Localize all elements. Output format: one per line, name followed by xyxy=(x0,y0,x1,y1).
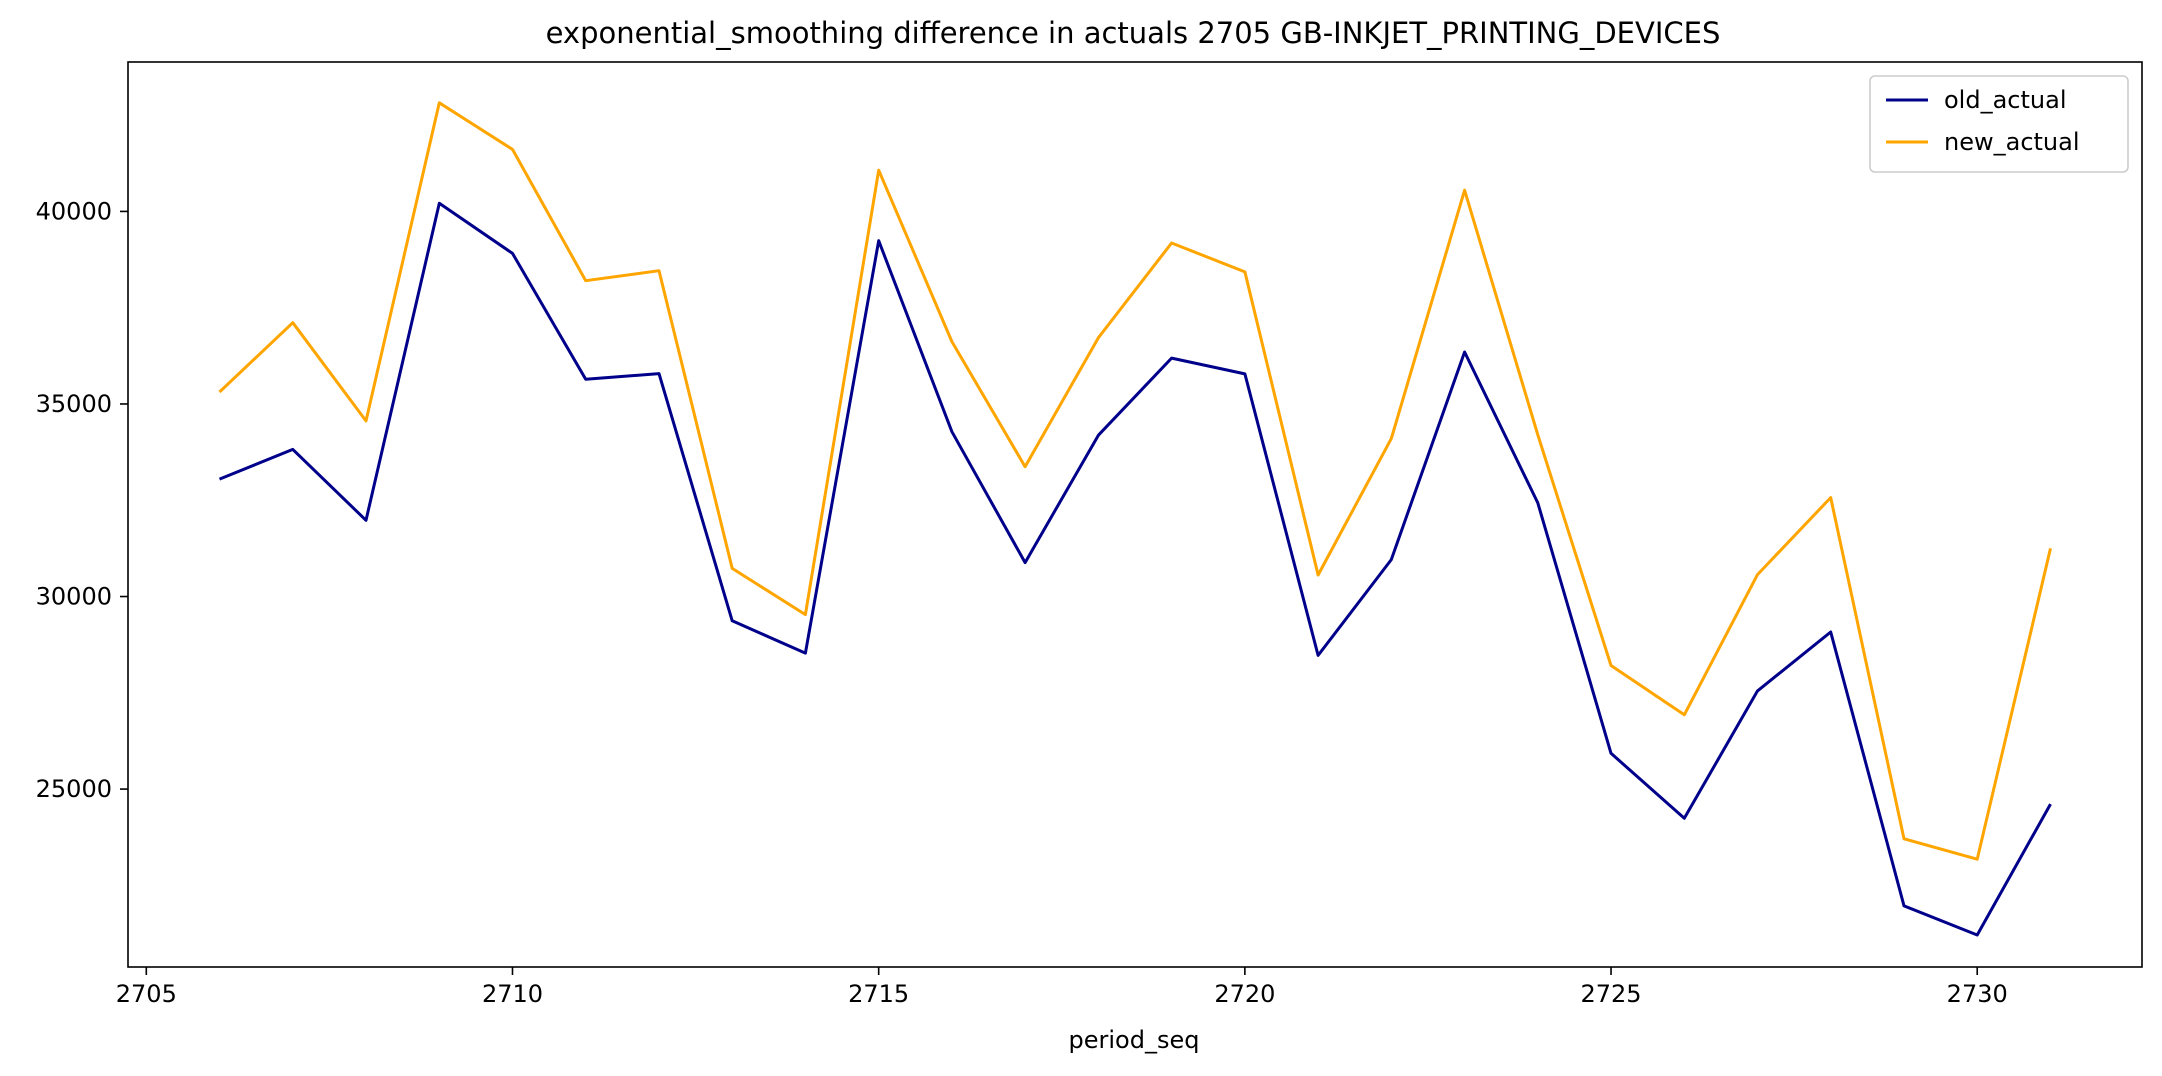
legend-box xyxy=(1869,75,2129,173)
x-tick-label: 2710 xyxy=(482,980,543,1008)
chart-title: exponential_smoothing difference in actu… xyxy=(546,16,1721,50)
y-axis: 25000 30000 35000 40000 xyxy=(36,197,128,803)
x-tick-label: 2705 xyxy=(116,980,177,1008)
y-tick-label: 40000 xyxy=(36,197,112,225)
x-tick-label: 2720 xyxy=(1214,980,1275,1008)
x-tick-label: 2730 xyxy=(1947,980,2008,1008)
y-tick-label: 25000 xyxy=(36,775,112,803)
plot-area xyxy=(218,101,2052,937)
plot-frame xyxy=(127,61,2143,968)
legend-label: old_actual xyxy=(1944,86,2066,114)
series-line-new_actual xyxy=(218,101,2052,861)
x-axis: 2705 2710 2715 2720 2725 2730 xyxy=(116,967,2008,1008)
x-tick-label: 2725 xyxy=(1580,980,1641,1008)
x-tick-label: 2715 xyxy=(848,980,909,1008)
legend-label: new_actual xyxy=(1944,128,2080,156)
y-tick-label: 30000 xyxy=(36,583,112,611)
series-line-old_actual xyxy=(218,201,2052,937)
x-axis-label: period_seq xyxy=(1069,1026,1200,1054)
legend: old_actual new_actual xyxy=(1869,75,2129,173)
y-tick-label: 35000 xyxy=(36,390,112,418)
